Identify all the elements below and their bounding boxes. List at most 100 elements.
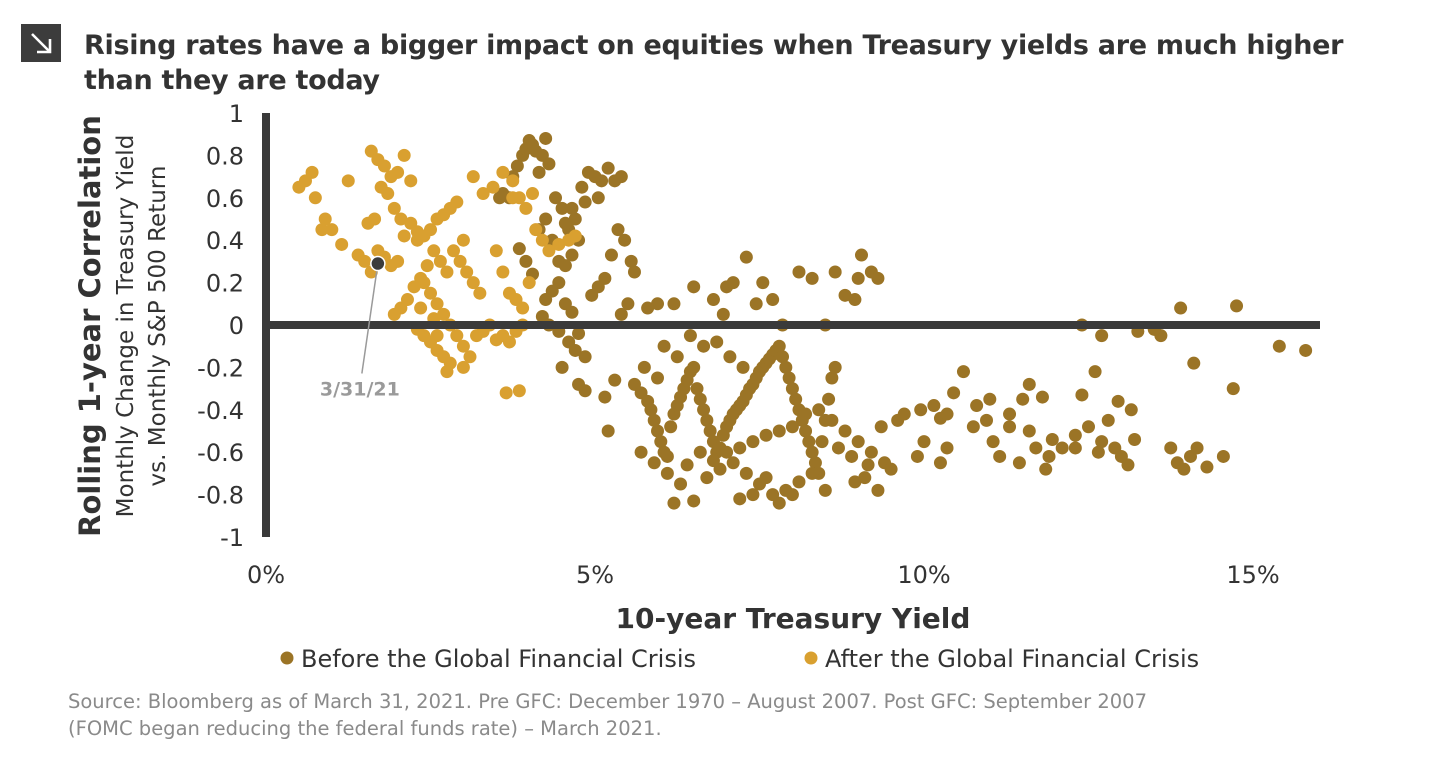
point-before-gfc bbox=[539, 131, 553, 145]
point-after-gfc bbox=[499, 386, 513, 400]
point-before-gfc bbox=[897, 407, 911, 421]
point-after-gfc bbox=[387, 201, 401, 215]
point-before-gfc bbox=[700, 413, 714, 427]
point-after-gfc bbox=[519, 201, 533, 215]
y-axis-title: Rolling 1-year Correlation bbox=[73, 115, 107, 537]
point-after-gfc bbox=[318, 212, 332, 226]
point-before-gfc bbox=[739, 250, 753, 264]
y-tick-label: -0.2 bbox=[197, 354, 244, 382]
x-axis-title: 10-year Treasury Yield bbox=[616, 602, 971, 635]
point-before-gfc bbox=[687, 494, 701, 508]
y-axis-subtitle-2: vs. Monthly S&P 500 Return bbox=[145, 166, 171, 487]
point-after-gfc bbox=[529, 223, 543, 237]
point-after-gfc bbox=[341, 174, 355, 188]
point-before-gfc bbox=[601, 424, 615, 438]
point-before-gfc bbox=[970, 399, 984, 413]
point-before-gfc bbox=[670, 350, 684, 364]
y-tick-label: 0 bbox=[229, 312, 244, 340]
point-before-gfc bbox=[578, 350, 592, 364]
point-after-gfc bbox=[437, 307, 451, 321]
point-before-gfc bbox=[700, 471, 714, 485]
scatter-chart: 1 0.8 0.6 0.4 0.2 0 -0.2 -0.4 -0.6 -0.8 -1 0% 5% 10%… bbox=[73, 100, 1320, 673]
point-before-gfc bbox=[651, 297, 665, 311]
point-before-gfc bbox=[782, 371, 796, 385]
point-before-gfc bbox=[805, 271, 819, 285]
point-before-gfc bbox=[993, 449, 1007, 463]
point-before-gfc bbox=[1121, 458, 1135, 472]
point-before-gfc bbox=[654, 435, 668, 449]
point-before-gfc bbox=[799, 424, 813, 438]
point-after-gfc bbox=[430, 329, 444, 343]
point-before-gfc bbox=[1003, 407, 1017, 421]
point-after-gfc bbox=[424, 223, 437, 237]
point-after-gfc bbox=[463, 350, 477, 364]
point-before-gfc bbox=[572, 326, 586, 340]
point-after-gfc bbox=[381, 187, 395, 201]
point-before-gfc bbox=[674, 477, 688, 491]
point-after-gfc bbox=[397, 148, 411, 162]
legend-marker-before bbox=[280, 651, 294, 665]
point-before-gfc bbox=[690, 382, 704, 396]
point-after-gfc bbox=[456, 233, 470, 247]
point-before-gfc bbox=[1042, 449, 1056, 463]
point-before-gfc bbox=[805, 466, 819, 480]
latest-point-marker bbox=[370, 255, 386, 272]
point-after-gfc bbox=[427, 244, 441, 258]
point-before-gfc bbox=[614, 307, 628, 321]
point-before-gfc bbox=[697, 339, 711, 353]
point-before-gfc bbox=[611, 223, 625, 237]
y-tick-label: 0.2 bbox=[206, 270, 244, 298]
point-after-gfc bbox=[525, 187, 539, 201]
annotation-label: 3/31/21 bbox=[320, 379, 400, 401]
point-before-gfc bbox=[1190, 441, 1204, 455]
legend-label-before: Before the Global Financial Crisis bbox=[301, 645, 696, 673]
point-before-gfc bbox=[687, 360, 701, 374]
y-tick-label: 0.8 bbox=[206, 142, 244, 170]
point-before-gfc bbox=[634, 445, 648, 459]
point-before-gfc bbox=[818, 483, 832, 497]
point-before-gfc bbox=[858, 471, 872, 485]
point-after-gfc bbox=[440, 365, 454, 379]
point-after-gfc bbox=[424, 286, 437, 300]
point-after-gfc bbox=[512, 384, 526, 398]
point-before-gfc bbox=[776, 350, 790, 364]
x-tick-label: 15% bbox=[1226, 561, 1279, 589]
x-tick-label: 5% bbox=[576, 561, 614, 589]
point-after-gfc bbox=[414, 301, 428, 315]
point-after-gfc bbox=[456, 339, 470, 353]
point-before-gfc bbox=[519, 254, 533, 268]
point-before-gfc bbox=[614, 170, 628, 184]
arrow-down-right-icon bbox=[21, 24, 61, 62]
point-before-gfc bbox=[1068, 428, 1082, 442]
point-after-gfc bbox=[325, 223, 339, 237]
point-before-gfc bbox=[1128, 432, 1142, 446]
point-before-gfc bbox=[825, 413, 839, 427]
point-after-gfc bbox=[535, 233, 549, 247]
point-before-gfc bbox=[651, 424, 665, 438]
point-before-gfc bbox=[683, 329, 697, 343]
point-before-gfc bbox=[706, 293, 720, 307]
point-after-gfc bbox=[335, 237, 349, 251]
point-before-gfc bbox=[706, 454, 720, 468]
point-before-gfc bbox=[697, 403, 711, 417]
point-before-gfc bbox=[940, 407, 954, 421]
point-before-gfc bbox=[647, 456, 661, 470]
point-before-gfc bbox=[749, 297, 763, 311]
point-before-gfc bbox=[1216, 449, 1230, 463]
point-before-gfc bbox=[1095, 435, 1109, 449]
point-before-gfc bbox=[552, 254, 566, 268]
point-before-gfc bbox=[1101, 413, 1115, 427]
point-before-gfc bbox=[746, 488, 760, 502]
y-tick-label: -0.6 bbox=[197, 439, 244, 467]
point-before-gfc bbox=[746, 435, 760, 449]
point-before-gfc bbox=[637, 360, 651, 374]
point-after-gfc bbox=[453, 254, 467, 268]
point-before-gfc bbox=[845, 449, 859, 463]
point-after-gfc bbox=[568, 229, 582, 243]
point-before-gfc bbox=[558, 216, 572, 230]
point-before-gfc bbox=[539, 293, 553, 307]
point-before-gfc bbox=[1124, 403, 1138, 417]
point-before-gfc bbox=[966, 420, 980, 434]
point-before-gfc bbox=[1016, 392, 1030, 406]
point-after-gfc bbox=[450, 195, 464, 209]
